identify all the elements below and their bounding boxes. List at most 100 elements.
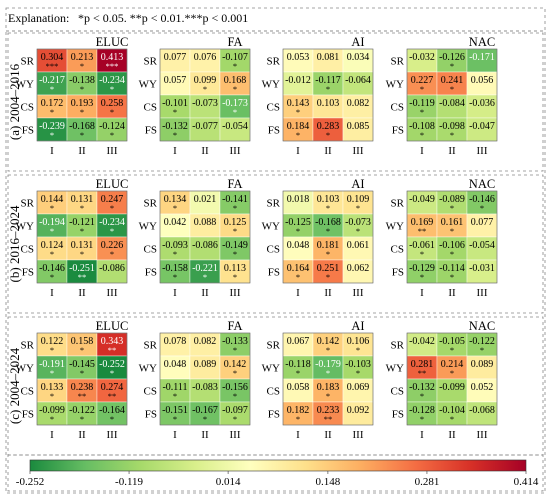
cell-value: 0.057 — [164, 75, 187, 86]
row-label: SR — [144, 340, 158, 352]
heatmap-title: ELUC — [96, 319, 129, 333]
significance-mark: * — [110, 130, 114, 140]
cell-value: 0.274 — [101, 382, 124, 393]
row-label: SR — [391, 56, 405, 68]
cell-value: -0.105 — [439, 336, 465, 347]
cell-value: -0.073 — [192, 98, 218, 109]
cell-value: -0.093 — [162, 240, 188, 251]
period-label: (a) 2004–2016 — [7, 63, 22, 140]
significance-mark: * — [233, 249, 237, 259]
row-label: WY — [139, 363, 157, 375]
col-label: II — [448, 287, 456, 299]
heatmap-border — [406, 332, 498, 426]
cell-value: -0.156 — [222, 382, 248, 393]
significance-mark: * — [80, 61, 84, 71]
cell-value: 0.085 — [347, 121, 370, 132]
cell-value: -0.089 — [439, 194, 465, 205]
col-label: III — [107, 145, 118, 157]
cell-value: -0.103 — [345, 359, 371, 370]
heatmap-border — [159, 332, 251, 426]
significance-mark: * — [80, 84, 84, 94]
cell-value: 0.258 — [101, 98, 124, 109]
figure-frame — [5, 30, 546, 494]
significance-mark: * — [110, 414, 114, 424]
cell-value: 0.181 — [317, 240, 340, 251]
significance-mark: * — [233, 414, 237, 424]
col-label: I — [296, 429, 300, 441]
significance-mark: * — [296, 414, 300, 424]
significance-mark: * — [450, 226, 454, 236]
heatmap-border — [406, 48, 498, 142]
row-label: SR — [144, 198, 158, 210]
significance-mark: * — [326, 226, 330, 236]
heatmap-title: AI — [351, 35, 364, 49]
row-label: SR — [21, 56, 35, 68]
cell-value: 0.082 — [194, 336, 217, 347]
row-label: WY — [16, 363, 34, 375]
significance-mark: ** — [108, 391, 117, 401]
colorbar-tick-label: -0.252 — [16, 476, 44, 488]
cell-value: -0.047 — [469, 121, 495, 132]
cell-value: 0.168 — [224, 75, 247, 86]
heatmap-title: FA — [227, 177, 242, 191]
cell-value: 0.088 — [194, 217, 217, 228]
cell-value: 0.131 — [71, 240, 94, 251]
cell-value: -0.128 — [409, 405, 435, 416]
heatmap-border — [36, 48, 128, 142]
col-label: I — [50, 287, 54, 299]
cell-value: 0.251 — [317, 263, 340, 274]
row-label: FS — [145, 409, 157, 421]
significance-mark: * — [50, 272, 54, 282]
cell-value: 0.048 — [287, 240, 310, 251]
cell-value: -0.073 — [345, 217, 371, 228]
col-label: II — [201, 429, 209, 441]
significance-mark: * — [296, 107, 300, 117]
significance-mark: * — [326, 84, 330, 94]
row-label: FS — [268, 125, 280, 137]
cell-value: -0.146 — [469, 194, 495, 205]
significance-mark: * — [480, 345, 484, 355]
cell-value: -0.146 — [39, 263, 65, 274]
cell-value: 0.226 — [101, 240, 124, 251]
cell-value: -0.117 — [315, 75, 340, 86]
cell-value: -0.149 — [222, 240, 248, 251]
cell-value: -0.124 — [99, 121, 125, 132]
cell-value: -0.106 — [439, 240, 465, 251]
cell-value: 0.052 — [471, 382, 494, 393]
row-label: SR — [267, 340, 281, 352]
col-label: II — [324, 145, 332, 157]
cell-value: -0.042 — [409, 336, 435, 347]
significance-mark: * — [173, 107, 177, 117]
significance-mark: * — [296, 272, 300, 282]
row-label: WY — [262, 363, 280, 375]
cell-value: 0.042 — [164, 217, 187, 228]
col-label: II — [78, 287, 86, 299]
col-label: III — [353, 287, 364, 299]
cell-value: 0.018 — [287, 194, 310, 205]
colorbar-gradient — [29, 459, 527, 472]
cell-value: 0.144 — [41, 194, 64, 205]
cell-value: -0.099 — [39, 405, 65, 416]
row-label: SR — [21, 340, 35, 352]
col-label: II — [201, 145, 209, 157]
significance-mark: * — [80, 368, 84, 378]
cell-value: -0.133 — [222, 336, 248, 347]
colorbar-frame — [7, 454, 544, 492]
significance-mark: * — [110, 249, 114, 259]
heatmap-border — [282, 48, 374, 142]
significance-mark: * — [296, 368, 300, 378]
cell-value: 0.069 — [347, 382, 370, 393]
cell-value: -0.036 — [469, 98, 495, 109]
cell-value: 0.134 — [164, 194, 187, 205]
heatmap-title: NAC — [469, 177, 495, 191]
cell-value: 0.061 — [347, 240, 370, 251]
significance-mark: * — [233, 107, 237, 117]
cell-value: 0.122 — [41, 336, 64, 347]
cell-value: -0.194 — [39, 217, 65, 228]
cell-value: 0.283 — [317, 121, 340, 132]
